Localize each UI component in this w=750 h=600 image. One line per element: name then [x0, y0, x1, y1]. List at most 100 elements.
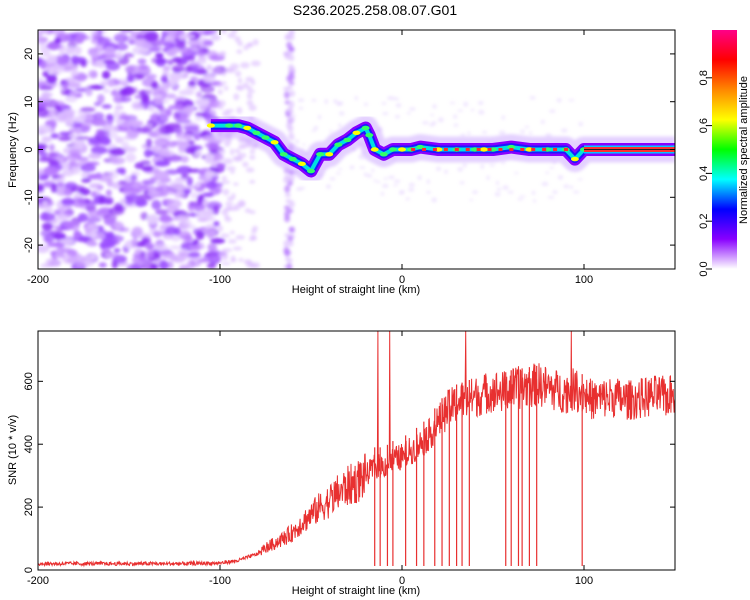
noise-blob [52, 225, 62, 230]
noise-blob [38, 168, 45, 176]
noise-blob [297, 98, 305, 103]
noise-blob [232, 155, 242, 162]
spectrogram-y-axis-label: Frequency (Hz) [7, 112, 19, 188]
noise-blob [90, 190, 97, 198]
noise-blob [387, 96, 395, 101]
noise-blob [105, 189, 112, 197]
noise-blob [203, 30, 218, 35]
noise-blob [103, 125, 120, 132]
noise-blob [64, 221, 75, 228]
colorbar-gradient [712, 30, 737, 269]
noise-blob [120, 80, 129, 87]
noise-blob [182, 100, 195, 107]
noise-blob [408, 182, 415, 187]
noise-blob [162, 66, 170, 77]
noise-blob [118, 115, 131, 121]
noise-blob [115, 51, 124, 60]
noise-blob [560, 128, 568, 133]
noise-blob [134, 248, 143, 254]
noise-blob [247, 89, 256, 93]
noise-blob [393, 179, 401, 183]
noise-blob [115, 136, 124, 144]
noise-blob [122, 86, 134, 96]
noise-blob [61, 110, 75, 119]
ridge-hot-segment [553, 148, 558, 151]
spectrogram-x-tick-label: -100 [209, 274, 231, 286]
noise-blob [187, 39, 201, 46]
noise-blob [325, 184, 331, 189]
noise-blob [237, 40, 243, 47]
noise-blob [336, 101, 344, 106]
noise-blob [242, 161, 249, 168]
noise-blob [221, 175, 228, 181]
noise-blob [444, 169, 448, 174]
noise-blob [137, 58, 147, 65]
noise-blob [405, 197, 410, 201]
noise-blob [394, 115, 401, 119]
noise-blob [65, 95, 78, 103]
noise-blob [284, 215, 291, 223]
snr-frame [37, 330, 676, 571]
colorbar-tick-label: 0.2 [698, 214, 710, 229]
noise-blob [39, 85, 53, 91]
noise-blob [252, 225, 259, 231]
noise-blob [41, 136, 53, 143]
noise-blob [210, 160, 218, 168]
noise-blob [107, 131, 119, 139]
noise-blob [235, 235, 246, 240]
noise-blob [102, 248, 111, 258]
noise-blob [80, 60, 87, 68]
noise-blob [381, 101, 387, 105]
noise-blob [98, 196, 105, 204]
snr-y-tick-label: 200 [23, 498, 35, 516]
noise-blob [115, 118, 124, 125]
noise-blob [85, 88, 93, 97]
noise-blob [102, 88, 111, 94]
noise-blob [218, 148, 226, 155]
noise-blob [329, 177, 336, 181]
snr-series [38, 331, 675, 568]
noise-blob [56, 213, 72, 220]
noise-blob [196, 51, 206, 57]
noise-blob [376, 180, 381, 184]
noise-blob [569, 185, 574, 189]
ridge-hot-segment [563, 148, 568, 151]
noise-blob [210, 152, 224, 162]
noise-blob [134, 198, 145, 207]
noise-blob [167, 59, 174, 66]
ridge-point [343, 137, 352, 143]
noise-blob [179, 115, 188, 120]
noise-blob [50, 133, 60, 139]
noise-blob [75, 128, 82, 135]
noise-blob [151, 56, 165, 64]
noise-blob [38, 156, 53, 163]
noise-blob [236, 106, 243, 114]
ridge-point [261, 135, 270, 140]
noise-blob [313, 125, 319, 130]
noise-blob [518, 195, 526, 198]
noise-blob [291, 114, 296, 118]
noise-blob [432, 104, 437, 109]
noise-blob [489, 164, 496, 167]
noise-blob [237, 77, 243, 84]
noise-blob [204, 152, 215, 163]
noise-blob [460, 133, 466, 137]
noise-blob [195, 112, 206, 117]
noise-blob [68, 91, 79, 96]
noise-blob [84, 258, 95, 267]
noise-blob [220, 233, 230, 238]
noise-blob [516, 198, 524, 201]
noise-blob [74, 136, 91, 141]
noise-blob [90, 53, 102, 58]
noise-blob [225, 108, 235, 113]
noise-blob [417, 175, 422, 181]
ridge-point [365, 132, 374, 138]
noise-blob [94, 44, 105, 53]
noise-blob [463, 101, 469, 107]
noise-blob [136, 127, 153, 134]
noise-blob [285, 122, 292, 129]
noise-blob [194, 98, 210, 107]
noise-blob [199, 104, 208, 112]
colorbar-tick-label: 0.6 [698, 118, 710, 133]
noise-blob [88, 152, 102, 160]
